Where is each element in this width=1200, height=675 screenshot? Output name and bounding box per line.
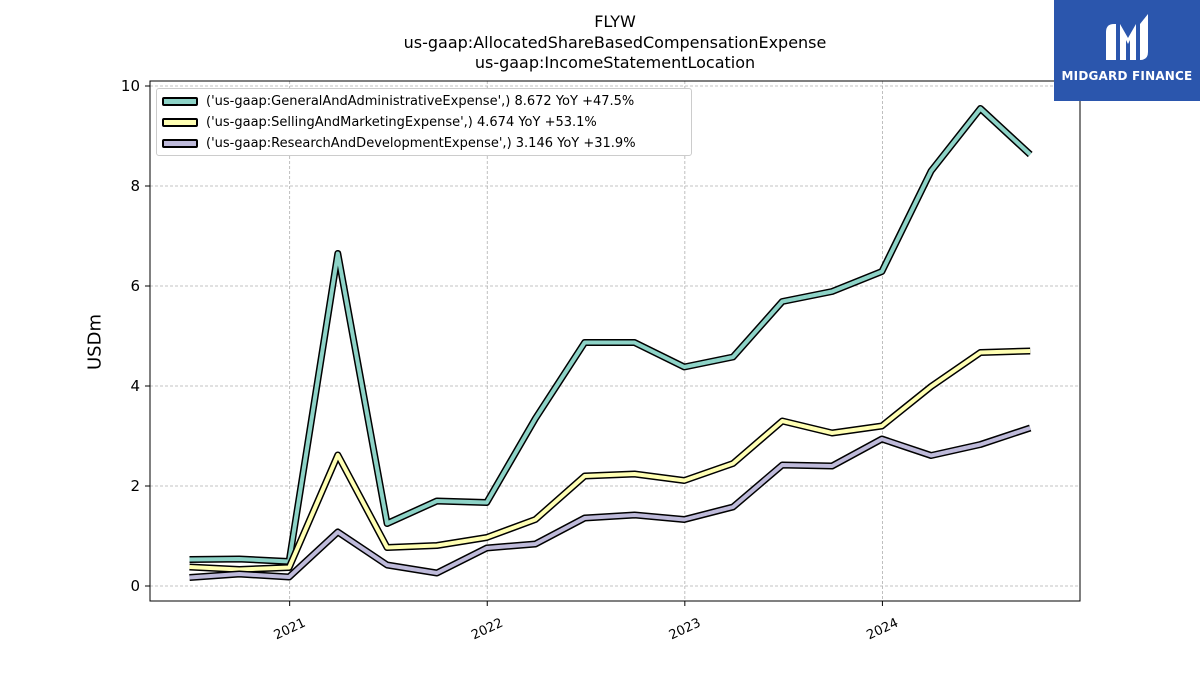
y-tick-label: 4 bbox=[130, 377, 140, 395]
chart-title-line-2: us-gaap:AllocatedShareBasedCompensationE… bbox=[403, 33, 827, 52]
midgard-logo-icon bbox=[1106, 14, 1148, 60]
chart-title-line-3: us-gaap:IncomeStatementLocation bbox=[474, 53, 756, 72]
legend-item-general-admin: ('us-gaap:GeneralAndAdministrativeExpens… bbox=[162, 91, 634, 111]
legend: ('us-gaap:GeneralAndAdministrativeExpens… bbox=[156, 88, 692, 156]
y-tick-label: 8 bbox=[130, 177, 140, 195]
legend-item-selling-marketing: ('us-gaap:SellingAndMarketingExpense',) … bbox=[162, 112, 597, 132]
y-axis-label: USDm bbox=[84, 314, 106, 370]
legend-swatch bbox=[162, 117, 198, 127]
x-tick-label: 2024 bbox=[864, 616, 900, 644]
axes-frame bbox=[149, 80, 1081, 602]
y-tick-label: 2 bbox=[130, 477, 140, 495]
legend-item-research-development: ('us-gaap:ResearchAndDevelopmentExpense'… bbox=[162, 133, 636, 153]
series-0-line bbox=[189, 106, 1032, 564]
series-1-line bbox=[189, 349, 1031, 572]
series-2-line bbox=[189, 426, 1031, 580]
legend-swatch bbox=[162, 138, 198, 148]
legend-label: ('us-gaap:SellingAndMarketingExpense',) … bbox=[206, 114, 597, 130]
logo-text: MIDGARD FINANCE bbox=[1061, 69, 1193, 83]
legend-label: ('us-gaap:GeneralAndAdministrativeExpens… bbox=[206, 93, 635, 109]
y-tick-label: 0 bbox=[130, 577, 140, 595]
midgard-finance-logo: MIDGARD FINANCE bbox=[1054, 0, 1200, 101]
x-tick-label: 2021 bbox=[272, 616, 308, 644]
x-tick-label: 2022 bbox=[469, 616, 505, 644]
y-tick-label: 10 bbox=[121, 77, 140, 95]
y-tick-label: 6 bbox=[130, 277, 140, 295]
legend-swatch bbox=[162, 96, 198, 106]
x-tick-label: 2023 bbox=[667, 616, 703, 644]
chart-title-line-1: FLYW bbox=[594, 12, 636, 31]
legend-label: ('us-gaap:ResearchAndDevelopmentExpense'… bbox=[206, 135, 636, 151]
